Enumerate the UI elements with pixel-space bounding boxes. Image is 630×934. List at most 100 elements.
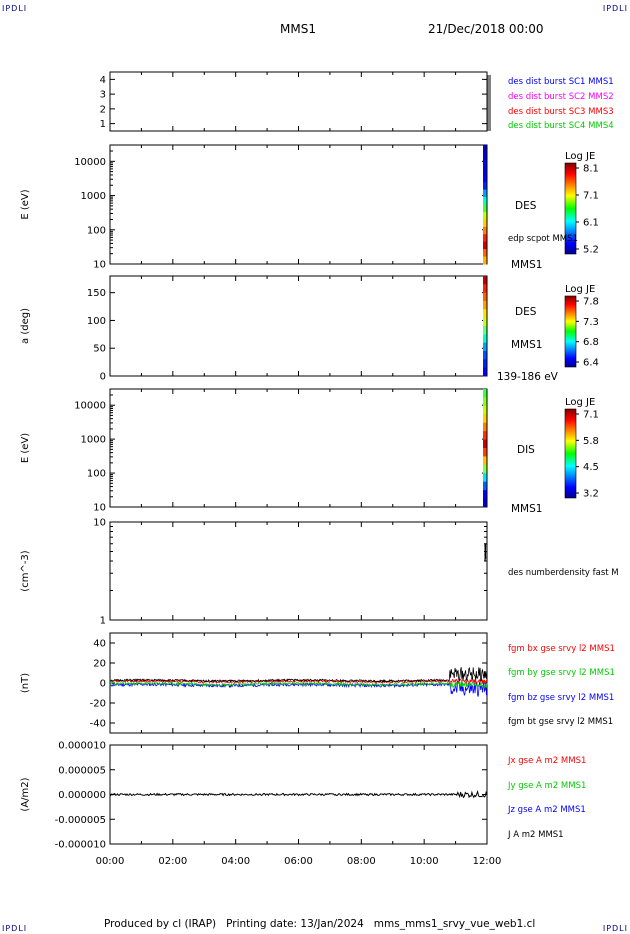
y-tick-label: 0.000000 bbox=[58, 790, 106, 801]
legend-entry: Jx gse A m2 MMS1 bbox=[507, 756, 586, 766]
y-tick-label: -0.000010 bbox=[55, 840, 106, 851]
colorbar-tick-label: 7.1 bbox=[583, 191, 599, 202]
y-axis-label: (cm^-3) bbox=[20, 550, 31, 591]
y-tick-label: 100 bbox=[87, 225, 106, 236]
spectrogram-cell bbox=[483, 197, 487, 205]
y-tick-label: 1 bbox=[100, 119, 106, 130]
y-tick-label: 10 bbox=[93, 260, 106, 271]
legend-entry: des dist burst SC2 MMS2 bbox=[508, 92, 614, 102]
legend-entry: des numberdensity fast M bbox=[508, 568, 619, 578]
spectrogram-cell bbox=[483, 334, 487, 344]
series-current bbox=[109, 789, 488, 799]
y-tick-label: 20 bbox=[93, 659, 106, 670]
legend-entry: J A m2 MMS1 bbox=[507, 830, 564, 840]
panel-label: 139-186 eV bbox=[497, 371, 559, 383]
legend-entry: fgm bx gse srvy l2 MMS1 bbox=[508, 644, 615, 654]
spectrogram-cell bbox=[483, 292, 487, 302]
y-tick-label: 50 bbox=[93, 344, 106, 355]
panel-label: edp scpot MMS1 bbox=[508, 234, 578, 244]
y-tick-label: 1000 bbox=[81, 435, 106, 446]
legend-entry: Jy gse A m2 MMS1 bbox=[507, 781, 586, 791]
spectrogram-cell bbox=[483, 219, 487, 228]
y-tick-label: 10000 bbox=[74, 401, 106, 412]
colorbar-tick-label: 5.2 bbox=[583, 245, 599, 256]
colorbar-tick-label: 5.8 bbox=[583, 436, 599, 447]
legend-entry: fgm by gse srvy l2 MMS1 bbox=[508, 668, 615, 678]
spectrogram-cell bbox=[483, 256, 487, 265]
colorbar-tick-label: 6.8 bbox=[583, 337, 599, 348]
y-axis-label: E (eV) bbox=[20, 433, 31, 463]
legend-entry: Jz gse A m2 MMS1 bbox=[507, 805, 586, 815]
spectrogram-cell bbox=[483, 317, 487, 327]
footer-credit: Produced by cl (IRAP) Printing date: 13/… bbox=[104, 918, 536, 930]
spectrogram-cell bbox=[483, 456, 487, 466]
spectrogram-cell bbox=[483, 422, 487, 432]
colorbar-tick-label: 7.3 bbox=[583, 317, 599, 328]
x-tick-label: 06:00 bbox=[284, 856, 313, 867]
legend-entry: des dist burst SC4 MMS4 bbox=[508, 121, 614, 131]
x-tick-label: 04:00 bbox=[221, 856, 250, 867]
legend-entry: des dist burst SC3 MMS3 bbox=[508, 107, 614, 117]
spectrogram-cell bbox=[483, 204, 487, 213]
spectrogram-cell bbox=[483, 405, 487, 415]
panel-label: MMS1 bbox=[511, 503, 542, 515]
panel-frame-des-pitch bbox=[109, 275, 488, 377]
spectrogram-cell bbox=[483, 397, 487, 407]
corner-label-top-left: IPDLI bbox=[2, 4, 28, 13]
spacecraft-title: MMS1 bbox=[280, 22, 316, 36]
spectrogram-cell bbox=[483, 473, 487, 483]
panel-frame-density bbox=[109, 521, 488, 621]
panel-frame-burst-availability bbox=[109, 71, 488, 132]
y-tick-label: -20 bbox=[90, 699, 106, 710]
spectrogram-cell bbox=[483, 448, 487, 457]
series-by bbox=[109, 681, 488, 689]
spectrogram-cell bbox=[483, 284, 487, 294]
y-tick-label: 0 bbox=[100, 679, 106, 690]
spectrogram-cell bbox=[483, 414, 487, 424]
series-density bbox=[484, 543, 487, 562]
panel-label: DES bbox=[515, 306, 537, 318]
colorbar bbox=[564, 295, 577, 368]
x-tick-label: 00:00 bbox=[96, 856, 125, 867]
colorbar-tick-label: 7.1 bbox=[583, 410, 599, 421]
spectrogram-cell bbox=[483, 342, 487, 352]
spectrogram-cell bbox=[483, 211, 487, 220]
spectrogram-cell bbox=[483, 464, 487, 474]
series-bx bbox=[109, 678, 488, 685]
spectrogram-cell bbox=[483, 167, 487, 176]
x-tick-label: 02:00 bbox=[158, 856, 187, 867]
y-tick-label: 0.000010 bbox=[58, 741, 106, 752]
spectrogram-cell bbox=[483, 351, 487, 360]
datetime-title: 21/Dec/2018 00:00 bbox=[428, 22, 544, 36]
panel-frame-des-energy bbox=[109, 144, 488, 265]
y-tick-label: 10 bbox=[93, 518, 106, 529]
colorbar-title: Log JE bbox=[565, 397, 595, 408]
y-axis-label: (A/m2) bbox=[20, 777, 31, 811]
y-tick-label: -0.000005 bbox=[55, 815, 106, 826]
colorbar-tick-label: 4.5 bbox=[583, 462, 599, 473]
corner-label-top-right: IPDLI bbox=[602, 4, 628, 13]
series-bt bbox=[109, 666, 488, 683]
spectrogram-cell bbox=[483, 145, 487, 153]
colorbar-tick-label: 6.1 bbox=[583, 218, 599, 229]
y-tick-label: 3 bbox=[100, 90, 106, 101]
y-tick-label: 2 bbox=[100, 104, 106, 115]
spectrogram-cell bbox=[483, 234, 487, 243]
colorbar-tick-label: 3.2 bbox=[583, 489, 599, 500]
y-tick-label: 10 bbox=[93, 503, 106, 514]
colorbar-title: Log JE bbox=[565, 151, 595, 162]
y-tick-label: 10000 bbox=[74, 157, 106, 168]
y-tick-label: 1000 bbox=[81, 191, 106, 202]
y-tick-label: 0.000005 bbox=[58, 765, 106, 776]
spectrogram-cell bbox=[483, 241, 487, 250]
spectrogram-cell bbox=[483, 498, 487, 508]
spectrogram-cell bbox=[483, 490, 487, 500]
spectrogram-cell bbox=[483, 367, 487, 377]
x-tick-label: 12:00 bbox=[473, 856, 502, 867]
y-tick-label: 40 bbox=[93, 639, 106, 650]
panel-label: DES bbox=[515, 200, 537, 212]
y-tick-label: 100 bbox=[87, 469, 106, 480]
panel-frame-dis-energy bbox=[109, 388, 488, 508]
